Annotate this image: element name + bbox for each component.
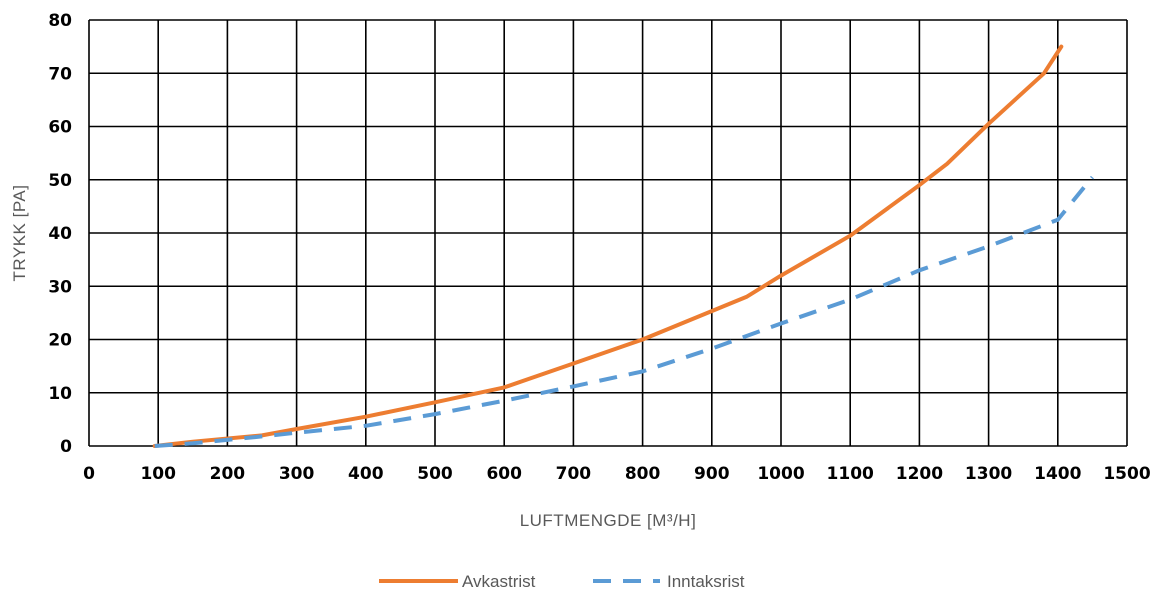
x-tick-label-14: 1400 [1034, 464, 1081, 484]
x-axis-title: LUFTMENGDE [M³/H] [520, 511, 697, 530]
y-tick-labels: 0 10 20 30 40 50 60 70 80 [48, 11, 72, 457]
y-tick-label-5: 50 [48, 171, 72, 191]
legend: Avkastrist Inntaksrist [379, 572, 745, 591]
series-line-avkastrist [152, 44, 1064, 448]
x-tick-label-6: 600 [486, 464, 522, 484]
x-tick-label-4: 400 [348, 464, 384, 484]
series-line-inntaksrist [154, 175, 1094, 448]
y-axis-title: TRYKK [PA] [10, 185, 29, 282]
x-tick-label-2: 200 [210, 464, 246, 484]
x-tick-label-11: 1100 [827, 464, 874, 484]
x-tick-labels: 0 100 200 300 400 500 600 700 800 900 1000 1100 1200… [83, 464, 1151, 484]
y-tick-label-7: 70 [48, 64, 72, 84]
y-tick-label-1: 10 [48, 384, 72, 404]
x-tick-label-5: 500 [417, 464, 453, 484]
y-tick-label-6: 60 [48, 118, 72, 138]
x-tick-label-12: 1200 [896, 464, 943, 484]
y-tick-label-4: 40 [48, 224, 72, 244]
legend-label-avkastrist: Avkastrist [462, 572, 536, 591]
plot-area [152, 44, 1094, 448]
x-tick-label-15: 1500 [1103, 464, 1150, 484]
y-tick-label-0: 0 [60, 437, 72, 457]
x-tick-label-13: 1300 [965, 464, 1012, 484]
x-tick-label-9: 900 [694, 464, 730, 484]
legend-label-inntaksrist: Inntaksrist [667, 572, 745, 591]
x-tick-label-10: 1000 [757, 464, 804, 484]
y-tick-label-3: 30 [48, 277, 72, 297]
x-tick-label-8: 800 [625, 464, 661, 484]
y-tick-label-8: 80 [48, 11, 72, 31]
x-tick-label-0: 0 [83, 464, 95, 484]
x-tick-label-3: 300 [279, 464, 315, 484]
y-tick-label-2: 20 [48, 331, 72, 351]
x-tick-label-7: 700 [556, 464, 592, 484]
x-tick-label-1: 100 [140, 464, 176, 484]
grid-lines [88, 19, 1128, 447]
